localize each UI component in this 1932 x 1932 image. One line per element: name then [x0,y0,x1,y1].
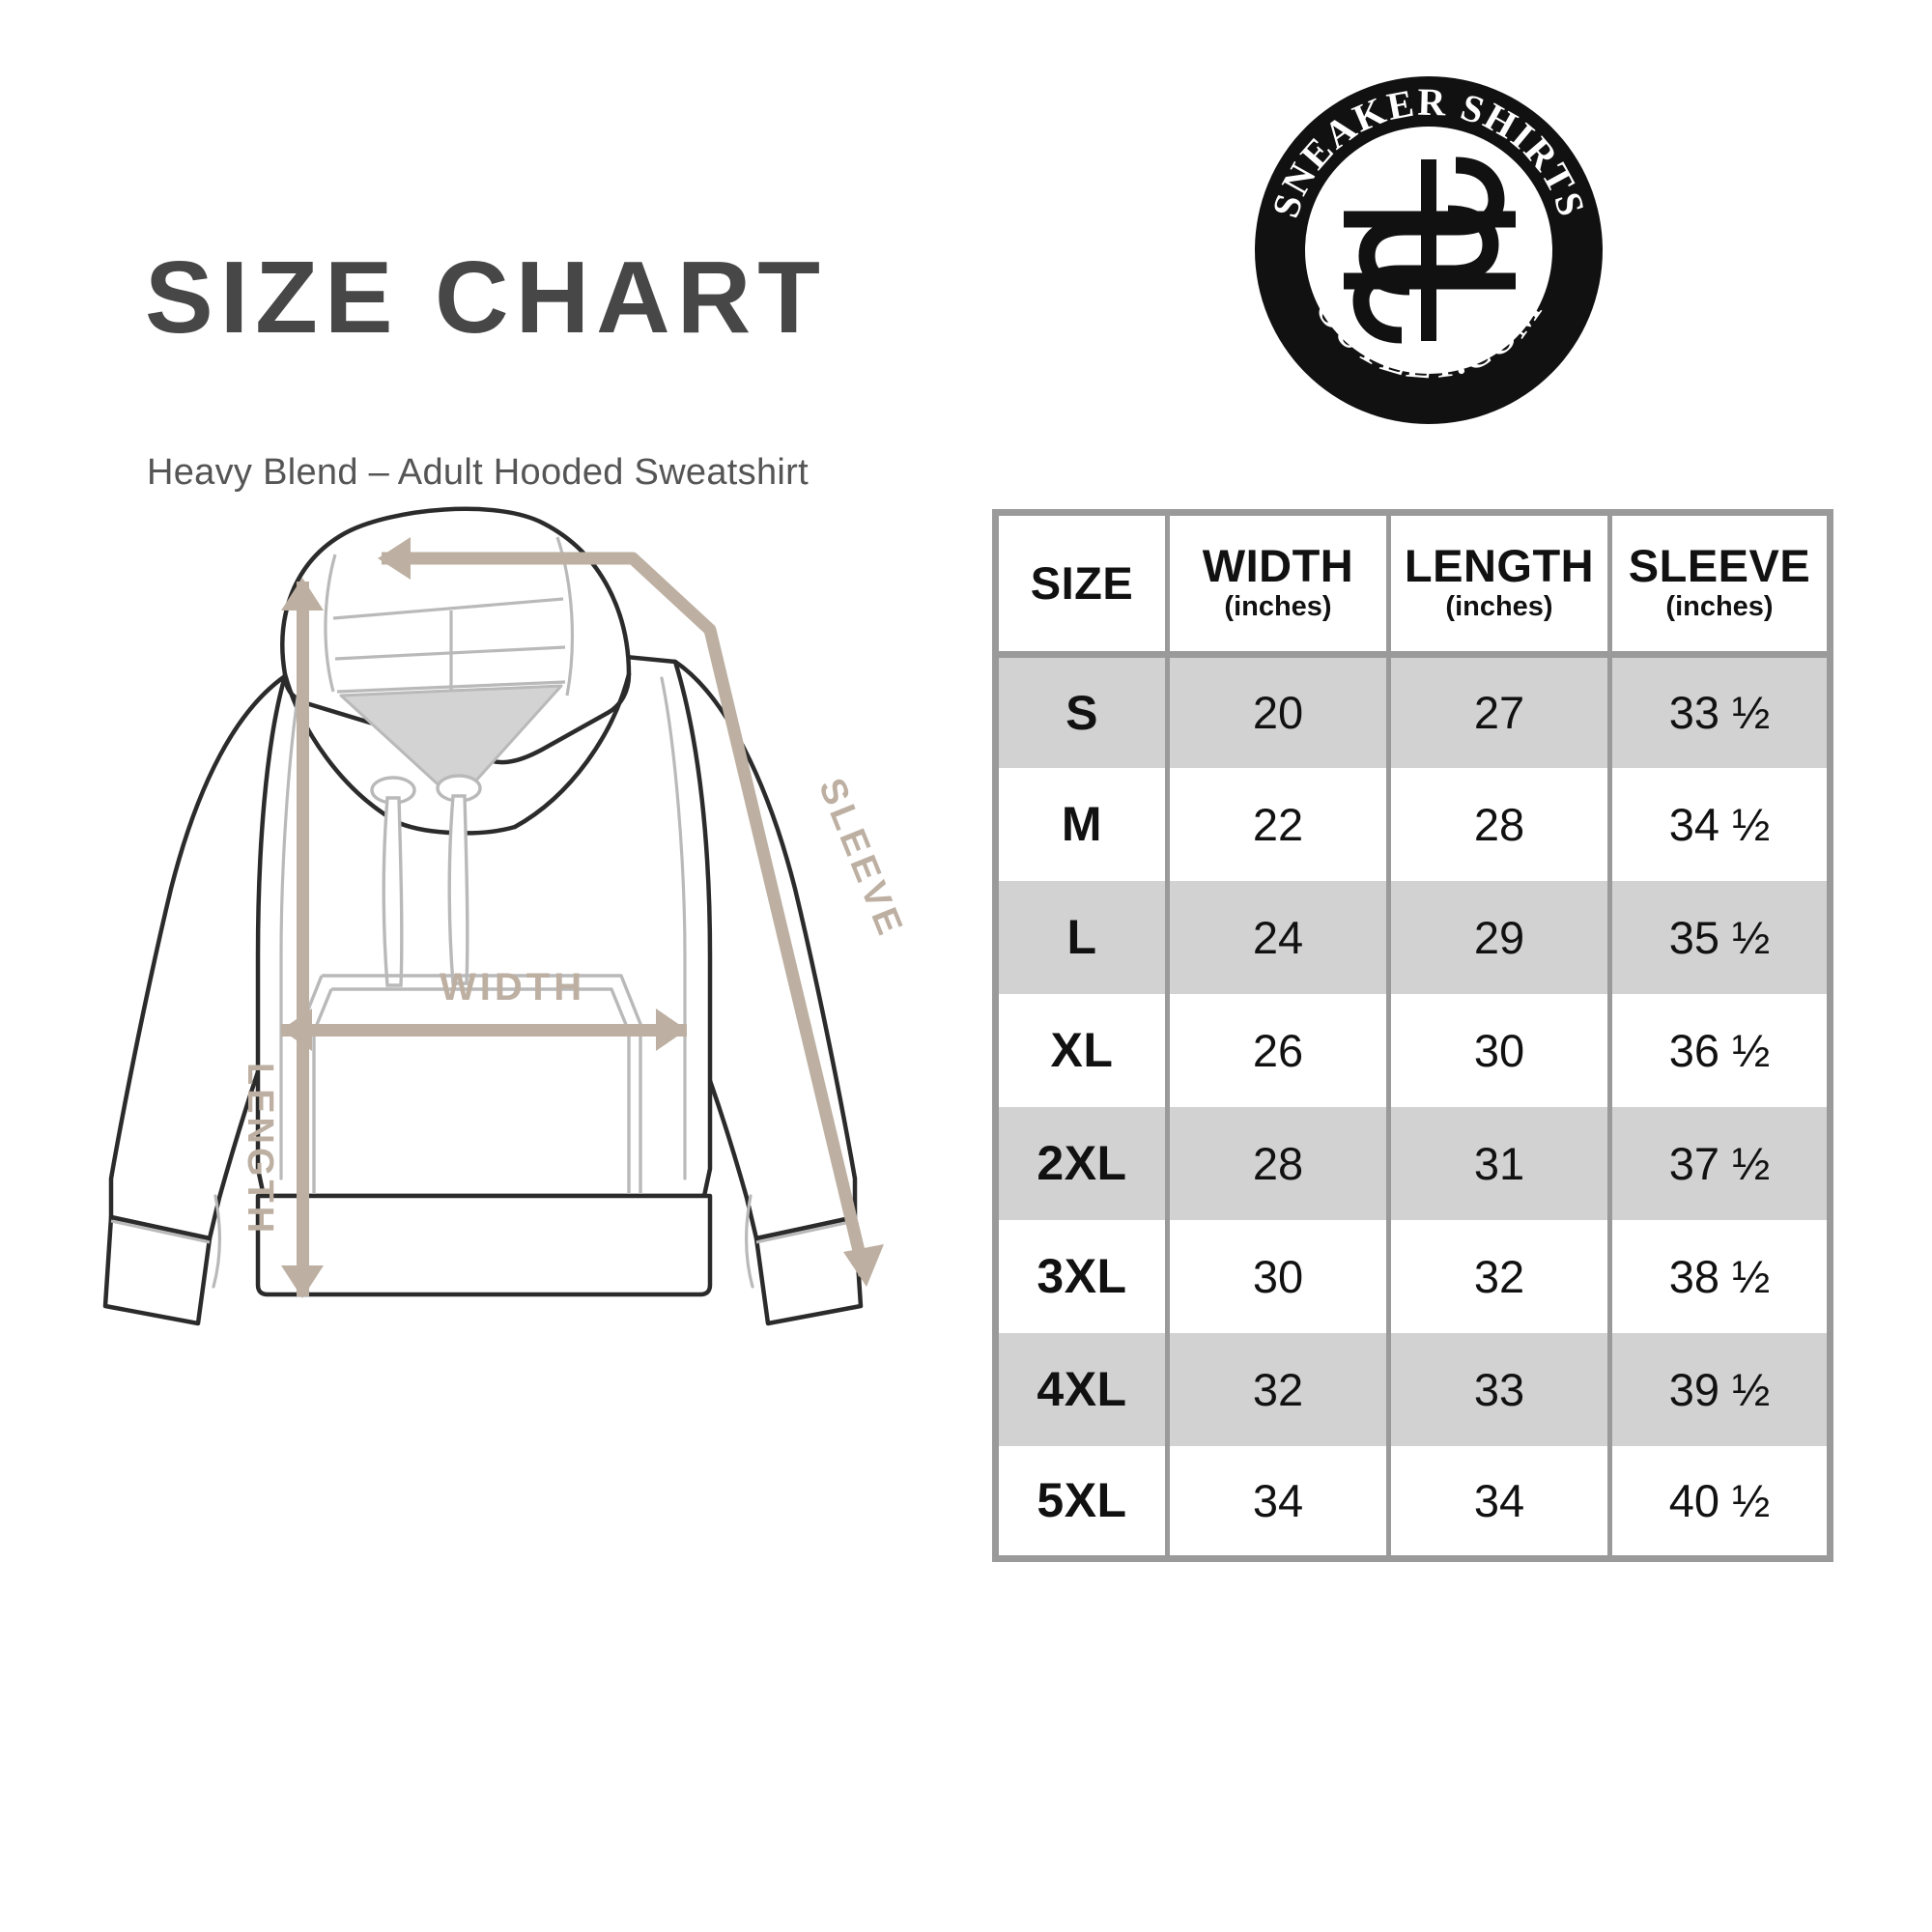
cell-length: 31 [1386,1106,1612,1220]
cell-width: 30 [1165,1219,1391,1333]
brand-logo: SNEAKER SHIRTS OUTLET.COM [1251,72,1606,428]
column-header-size-main: SIZE [1030,557,1134,610]
cell-size: M [995,767,1170,881]
cell-size: 2XL [995,1106,1170,1220]
table-row: XL 26 30 36 ½ [995,993,1831,1107]
column-header-length-unit: (inches) [1445,590,1553,622]
column-header-length-main: LENGTH [1404,539,1595,591]
column-header-sleeve-main: SLEEVE [1628,539,1811,591]
hoodie-illustration [92,502,980,1565]
cell-sleeve: 33 ½ [1607,654,1831,768]
table-header-row: SIZE WIDTH (inches) LENGTH (inches) SLEE… [995,512,1831,658]
cell-sleeve: 37 ½ [1607,1106,1831,1220]
length-measure-label: LENGTH [240,1063,280,1237]
cell-size: 4XL [995,1332,1170,1446]
cell-sleeve: 34 ½ [1607,767,1831,881]
cell-width: 20 [1165,654,1391,768]
cell-size: XL [995,993,1170,1107]
cell-size: 3XL [995,1219,1170,1333]
column-header-length: LENGTH (inches) [1386,512,1612,658]
table-row: M 22 28 34 ½ [995,767,1831,881]
cell-length: 32 [1386,1219,1612,1333]
cell-length: 34 [1386,1445,1612,1559]
width-measure-label: WIDTH [440,966,586,1009]
cell-width: 22 [1165,767,1391,881]
table-row: 2XL 28 31 37 ½ [995,1106,1831,1220]
table-row: L 24 29 35 ½ [995,880,1831,994]
cell-length: 27 [1386,654,1612,768]
cell-length: 28 [1386,767,1612,881]
page-subtitle: Heavy Blend – Adult Hooded Sweatshirt [147,452,809,493]
table-row: 4XL 32 33 39 ½ [995,1332,1831,1446]
cell-sleeve: 39 ½ [1607,1332,1831,1446]
cell-sleeve: 38 ½ [1607,1219,1831,1333]
cell-length: 29 [1386,880,1612,994]
column-header-width: WIDTH (inches) [1165,512,1391,658]
cell-sleeve: 35 ½ [1607,880,1831,994]
table-row: 3XL 30 32 38 ½ [995,1219,1831,1333]
cell-size: 5XL [995,1445,1170,1559]
cell-size: S [995,654,1170,768]
page-title: SIZE CHART [145,241,827,355]
cell-width: 24 [1165,880,1391,994]
cell-width: 26 [1165,993,1391,1107]
column-header-width-main: WIDTH [1202,539,1354,591]
column-header-sleeve: SLEEVE (inches) [1607,512,1831,658]
cell-sleeve: 40 ½ [1607,1445,1831,1559]
cell-width: 28 [1165,1106,1391,1220]
cell-width: 34 [1165,1445,1391,1559]
cell-size: L [995,880,1170,994]
column-header-sleeve-unit: (inches) [1665,590,1774,622]
cell-width: 32 [1165,1332,1391,1446]
cell-length: 33 [1386,1332,1612,1446]
size-table: SIZE WIDTH (inches) LENGTH (inches) SLEE… [992,509,1833,1562]
cell-length: 30 [1386,993,1612,1107]
column-header-width-unit: (inches) [1224,590,1332,622]
table-row: S 20 27 33 ½ [995,654,1831,768]
column-header-size: SIZE [995,512,1170,658]
table-row: 5XL 34 34 40 ½ [995,1445,1831,1559]
cell-sleeve: 36 ½ [1607,993,1831,1107]
